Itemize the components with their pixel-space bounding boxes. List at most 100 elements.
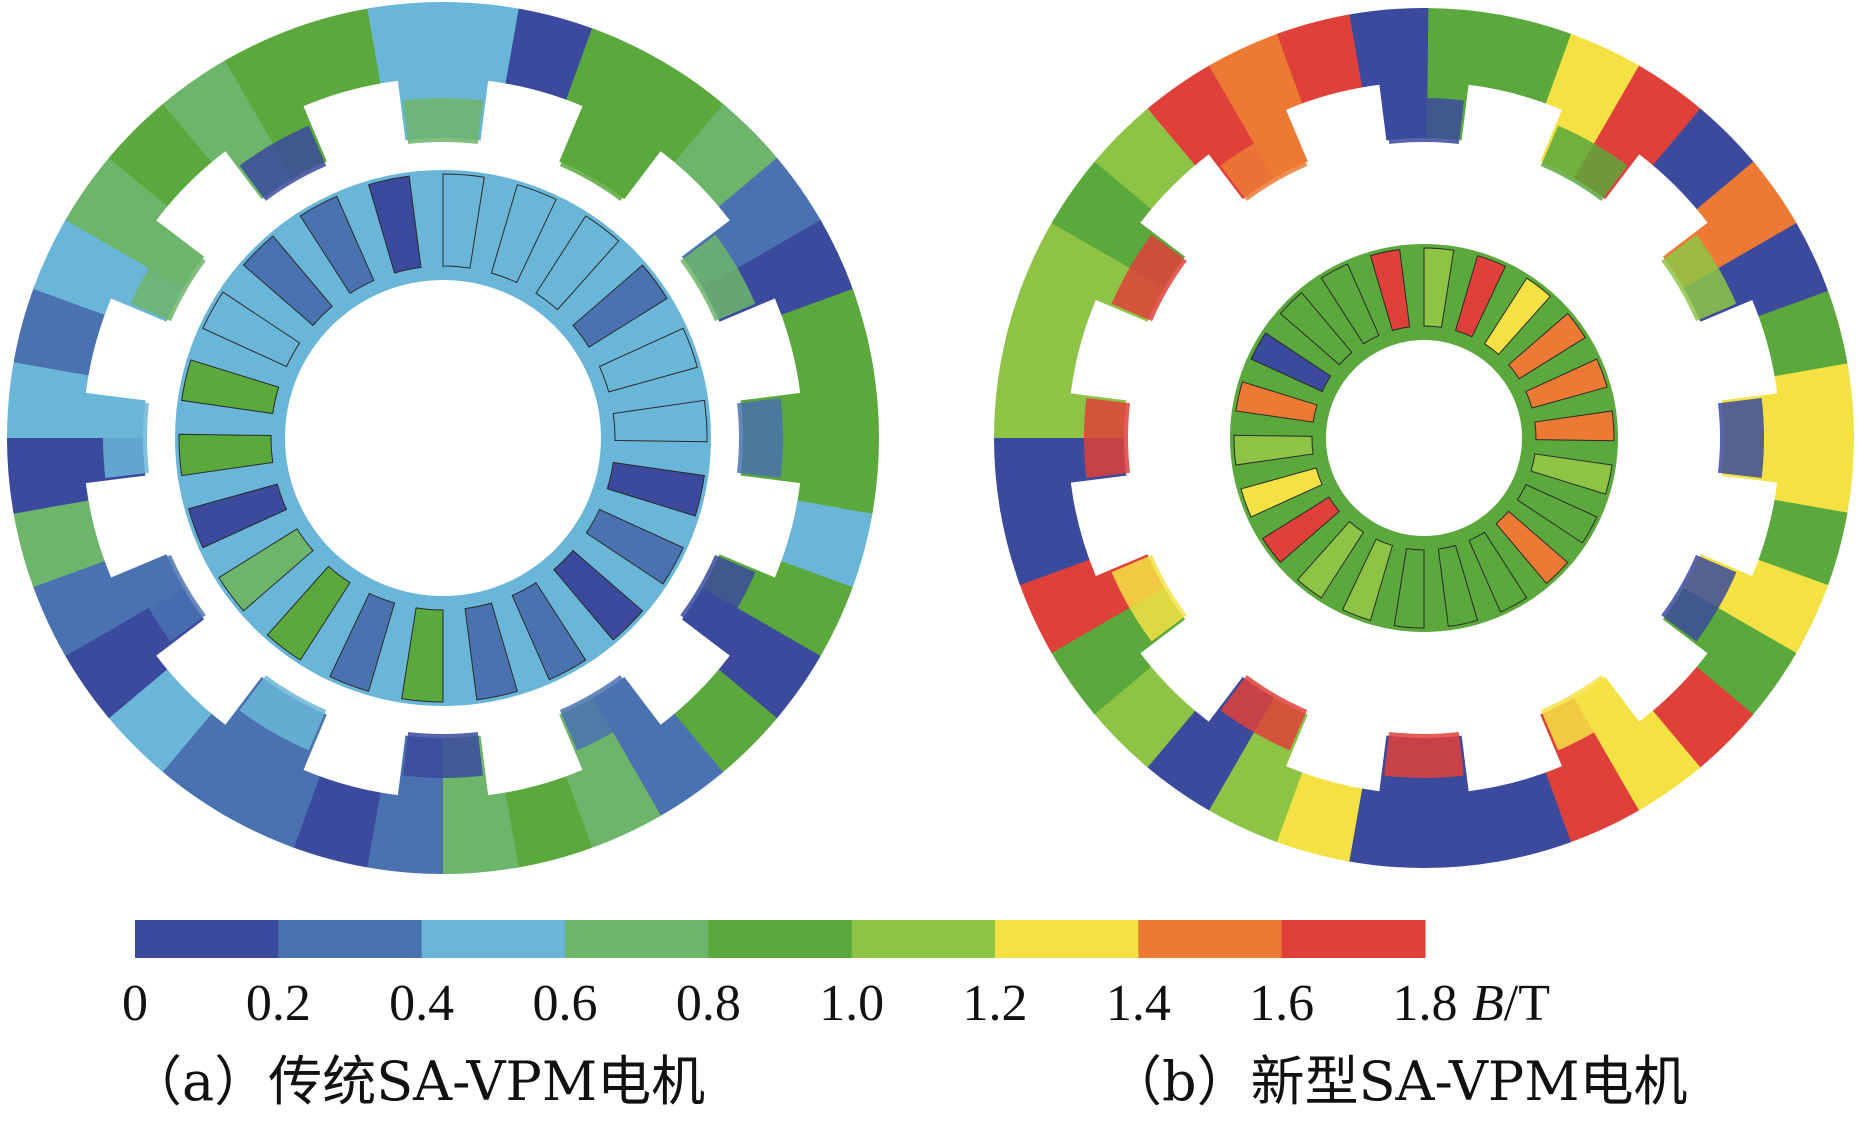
motor-b-stator-slots <box>1070 84 1778 792</box>
colorbar <box>135 920 1426 958</box>
colorbar-tick-label: 0.2 <box>246 975 311 1032</box>
tooth-tip <box>559 675 647 751</box>
colorbar-bin <box>565 920 709 958</box>
rotor-magnet <box>1369 249 1411 332</box>
colorbar-tick-label: 0.4 <box>389 975 454 1032</box>
tooth-tip <box>130 234 206 322</box>
colorbar-bin <box>1138 920 1283 958</box>
colorbar-bin <box>278 920 423 958</box>
rotor-magnet <box>442 173 485 269</box>
colorbar-unit: B/T <box>1472 975 1550 1032</box>
stator-slot <box>1604 154 1708 258</box>
rotor-magnet <box>181 359 280 415</box>
tooth-tip <box>1220 125 1308 201</box>
stator-slot <box>1604 618 1708 722</box>
stator-slot <box>717 298 801 401</box>
colorbar-tick-label: 0.6 <box>533 975 598 1032</box>
rotor-magnet <box>266 565 351 661</box>
rotor-magnet <box>511 582 587 681</box>
rotor-magnet <box>612 399 708 443</box>
stator-slot <box>156 618 263 725</box>
colorbar-bin <box>1281 920 1426 958</box>
motor-b-shaft-bore <box>1326 340 1522 536</box>
rotor-magnet <box>299 195 375 294</box>
stator-slot <box>1698 475 1778 576</box>
motor-b-stator-teeth <box>1084 97 1765 778</box>
tooth-tip <box>1717 398 1765 478</box>
rotor-magnet <box>572 264 668 348</box>
rotor-magnet <box>1530 453 1613 495</box>
unit-suffix: /T <box>1504 975 1550 1032</box>
motor-b-flux-map <box>993 7 1855 868</box>
stator-slot <box>1461 84 1562 164</box>
rotor-magnet <box>329 592 396 692</box>
tooth-tip <box>559 125 647 201</box>
rotor-magnet <box>464 602 518 701</box>
stator-slot <box>717 475 801 578</box>
colorbar-bin <box>995 920 1139 958</box>
rotor-magnet <box>1262 496 1341 564</box>
rotor-magnet <box>1233 434 1314 466</box>
rotor-magnet <box>1393 548 1425 629</box>
tooth-tip <box>736 398 783 478</box>
tooth-tip <box>103 398 150 478</box>
stator-slot <box>85 298 169 401</box>
tooth-tip <box>130 554 206 642</box>
rotor-magnet <box>1296 520 1365 599</box>
colorbar-tick-label: 1.6 <box>1249 975 1314 1032</box>
rotor-magnet <box>598 327 698 393</box>
rotor-magnet <box>585 508 684 585</box>
colorbar-ticks: 0 0.2 0.4 0.6 0.8 1.0 1.2 1.4 1.6 1.8 <box>122 975 1458 1032</box>
rotor-magnet <box>1341 538 1394 621</box>
stator-slot <box>1140 154 1244 258</box>
rotor-magnet <box>1235 381 1318 423</box>
colorbar-tick-label: 1.4 <box>1106 975 1171 1032</box>
rotor-magnet <box>218 528 314 612</box>
tooth-tip <box>1540 675 1628 751</box>
rotor-magnet <box>178 433 274 477</box>
rotor-magnet <box>1483 277 1552 356</box>
stator-slot <box>303 80 406 164</box>
tooth-tip <box>403 731 483 778</box>
tooth-tip <box>1540 125 1628 201</box>
colorbar-bin <box>708 920 853 958</box>
rotor-magnet <box>1507 312 1586 380</box>
colorbar-tick-label: 1.0 <box>819 975 884 1032</box>
stator-slot <box>623 151 730 258</box>
motor-a-stator-slots <box>85 80 801 796</box>
stator-slot <box>623 618 730 725</box>
tooth-tip <box>1661 554 1737 642</box>
caption-b: （b）新型SA-VPM电机 <box>1108 1050 1688 1113</box>
colorbar-bin <box>135 920 279 958</box>
stator-slot <box>480 712 583 796</box>
colorbar-tick-label: 0.8 <box>676 975 741 1032</box>
rotor-magnet <box>1279 291 1353 366</box>
tooth-tip <box>680 554 756 642</box>
stator-slot <box>85 475 169 578</box>
rotor-magnet <box>1495 510 1569 585</box>
caption-a: （a）传统SA-VPM电机 <box>128 1050 705 1113</box>
rotor-magnet <box>1240 467 1323 518</box>
tooth-tip <box>680 234 756 322</box>
unit-symbol: B <box>1472 975 1504 1032</box>
tooth-tip <box>1220 675 1308 751</box>
rotor-magnet <box>401 607 444 703</box>
stator-slot <box>1698 300 1778 401</box>
stator-slot <box>1140 618 1244 722</box>
rotor-magnet <box>606 461 705 517</box>
stator-slot <box>303 712 406 796</box>
rotor-magnet <box>202 291 301 368</box>
motor-a-shaft-bore <box>285 280 601 596</box>
tooth-tip <box>1661 234 1737 322</box>
stator-slot <box>480 80 583 164</box>
rotor-magnet <box>368 175 422 274</box>
rotor-magnet <box>1468 531 1528 613</box>
colorbar-bin <box>851 920 996 958</box>
stator-slot <box>1070 300 1150 401</box>
colorbar-tick-label: 1.2 <box>963 975 1028 1032</box>
stator-slot <box>1286 84 1387 164</box>
rotor-magnet <box>242 235 333 327</box>
tooth-tip <box>1111 554 1187 642</box>
colorbar-tick-label: 0 <box>122 975 148 1032</box>
